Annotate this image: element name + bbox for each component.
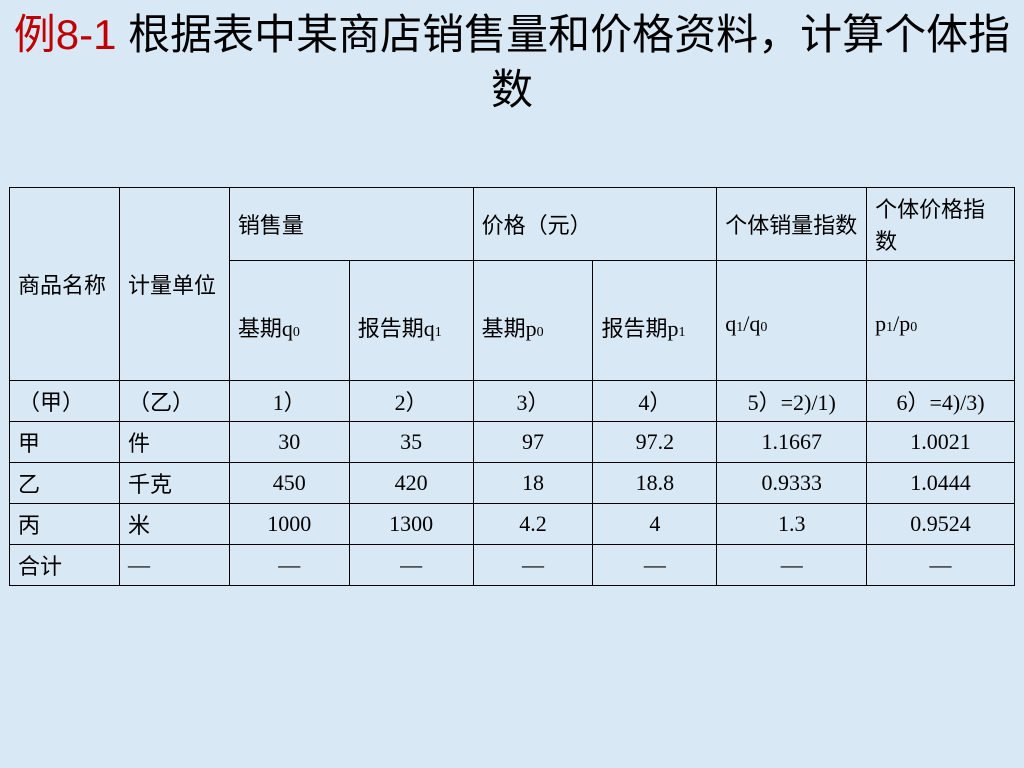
- table-row: 丙 米 1000 1300 4.2 4 1.3 0.9524: [10, 504, 1015, 545]
- cell-iq: 0.9333: [717, 463, 867, 504]
- index-table: 商品名称 计量单位 销售量 价格（元） 个体销量指数 个体价格指数 基期q0 报…: [9, 187, 1015, 586]
- index-c8: 6）=4)/3): [867, 381, 1015, 422]
- cell-p1: 97.2: [593, 422, 717, 463]
- index-c4: 2）: [349, 381, 473, 422]
- header-report-p: 报告期p1: [593, 261, 717, 381]
- cell-unit: 件: [119, 422, 229, 463]
- table-row: 合计 — — — — — — —: [10, 545, 1015, 586]
- cell-p0: 97: [473, 422, 593, 463]
- cell-p1: 18.8: [593, 463, 717, 504]
- cell-name: 乙: [10, 463, 120, 504]
- cell-q0: —: [229, 545, 349, 586]
- slide-container: 例8-1 根据表中某商店销售量和价格资料，计算个体指数 商品名称 计量单位 销售…: [0, 0, 1024, 768]
- header-product-name: 商品名称: [10, 188, 120, 381]
- cell-unit: 千克: [119, 463, 229, 504]
- index-c1: （甲）: [10, 381, 120, 422]
- index-c3: 1）: [229, 381, 349, 422]
- cell-q1: —: [349, 545, 473, 586]
- cell-q1: 1300: [349, 504, 473, 545]
- cell-iq: —: [717, 545, 867, 586]
- title-prefix: 例8-1: [14, 11, 117, 58]
- cell-q1: 420: [349, 463, 473, 504]
- header-price: 价格（元）: [473, 188, 717, 261]
- cell-name: 甲: [10, 422, 120, 463]
- cell-iq: 1.3: [717, 504, 867, 545]
- cell-q0: 30: [229, 422, 349, 463]
- cell-p0: 4.2: [473, 504, 593, 545]
- cell-unit: —: [119, 545, 229, 586]
- table-row: 乙 千克 450 420 18 18.8 0.9333 1.0444: [10, 463, 1015, 504]
- cell-iq: 1.1667: [717, 422, 867, 463]
- header-report-q: 报告期q1: [349, 261, 473, 381]
- cell-p0: 18: [473, 463, 593, 504]
- cell-ip: 1.0021: [867, 422, 1015, 463]
- header-base-q: 基期q0: [229, 261, 349, 381]
- cell-p0: —: [473, 545, 593, 586]
- index-c5: 3）: [473, 381, 593, 422]
- cell-p1: 4: [593, 504, 717, 545]
- table-row: 甲 件 30 35 97 97.2 1.1667 1.0021: [10, 422, 1015, 463]
- cell-p1: —: [593, 545, 717, 586]
- table-index-row: （甲） （乙） 1） 2） 3） 4） 5）=2)/1) 6）=4)/3): [10, 381, 1015, 422]
- cell-name: 合计: [10, 545, 120, 586]
- header-p-ratio: p1/p0: [867, 261, 1015, 381]
- index-c7: 5）=2)/1): [717, 381, 867, 422]
- cell-q0: 1000: [229, 504, 349, 545]
- cell-q1: 35: [349, 422, 473, 463]
- title-main: 根据表中某商店销售量和价格资料，计算个体指数: [117, 11, 1011, 113]
- header-volume-index: 个体销量指数: [717, 188, 867, 261]
- header-base-p: 基期p0: [473, 261, 593, 381]
- cell-ip: 0.9524: [867, 504, 1015, 545]
- cell-q0: 450: [229, 463, 349, 504]
- index-c6: 4）: [593, 381, 717, 422]
- table-header-row-1: 商品名称 计量单位 销售量 价格（元） 个体销量指数 个体价格指数: [10, 188, 1015, 261]
- header-unit: 计量单位: [119, 188, 229, 381]
- header-sales-volume: 销售量: [229, 188, 473, 261]
- page-title: 例8-1 根据表中某商店销售量和价格资料，计算个体指数: [0, 8, 1024, 117]
- cell-ip: —: [867, 545, 1015, 586]
- index-c2: （乙）: [119, 381, 229, 422]
- cell-name: 丙: [10, 504, 120, 545]
- header-price-index: 个体价格指数: [867, 188, 1015, 261]
- cell-unit: 米: [119, 504, 229, 545]
- header-q-ratio: q1/q0: [717, 261, 867, 381]
- cell-ip: 1.0444: [867, 463, 1015, 504]
